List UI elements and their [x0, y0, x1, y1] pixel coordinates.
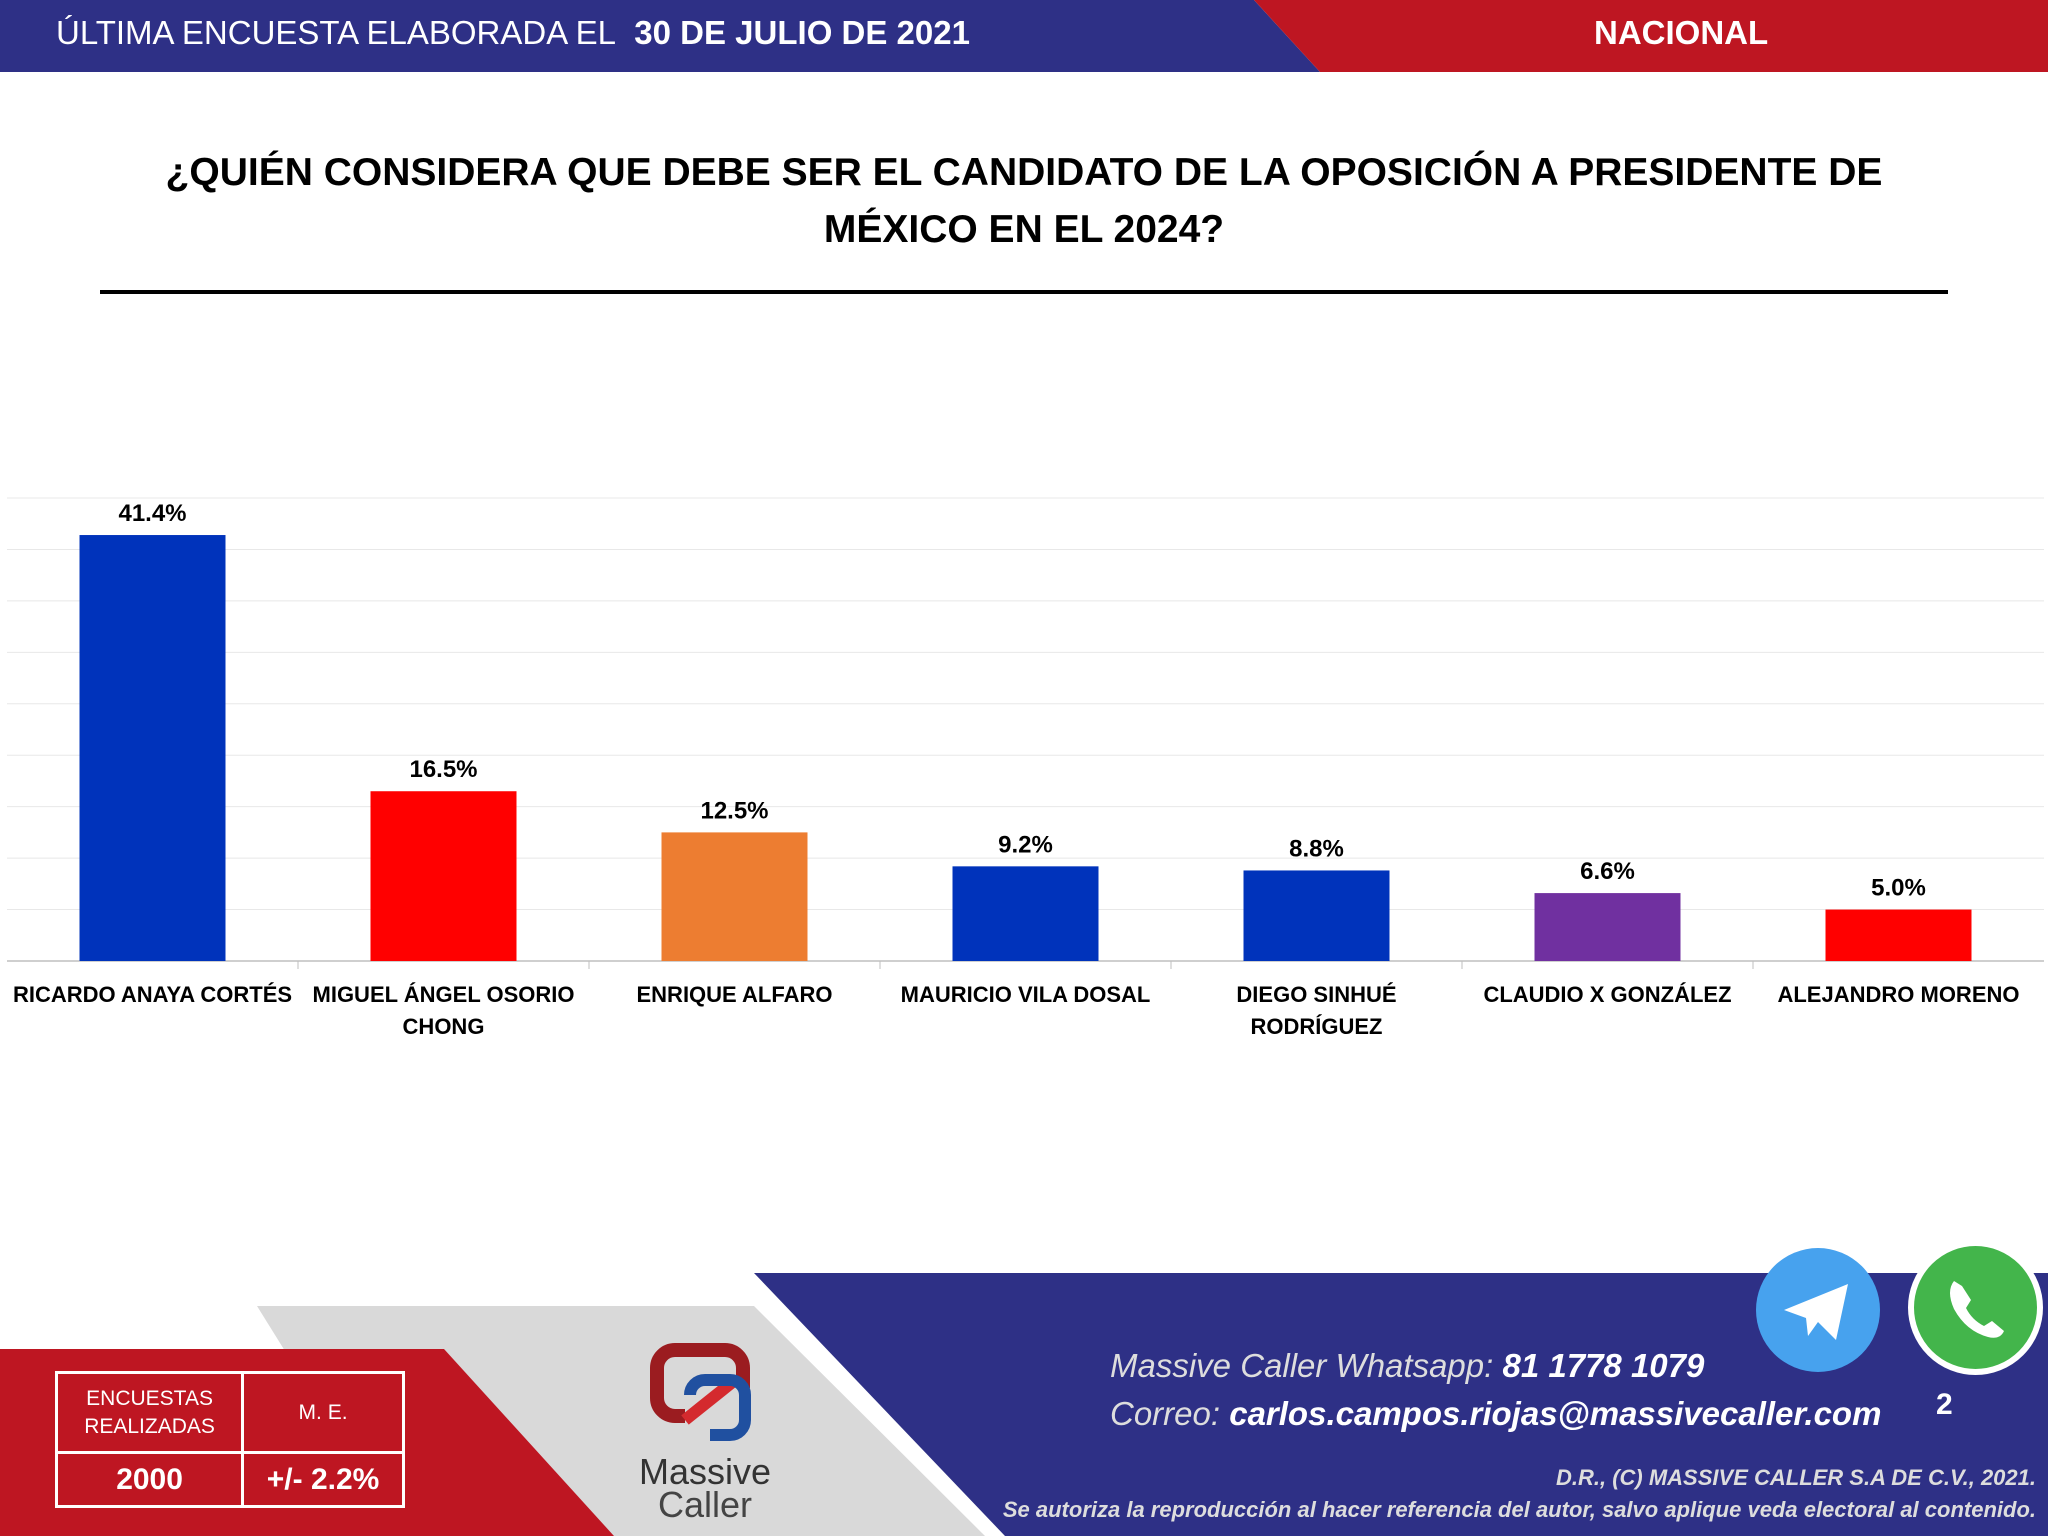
reproduction-notice: Se autoriza la reproducción al hacer ref…: [1002, 1497, 2036, 1522]
bar: [370, 791, 517, 961]
contact-info: Massive Caller Whatsapp: 81 1778 1079 Co…: [1110, 1342, 1881, 1438]
logo-mark-icon: [650, 1343, 751, 1441]
header-bar: [0, 0, 1320, 72]
bar: [661, 832, 808, 961]
header-region-bar: [1254, 0, 2048, 72]
margin-error-header: M. E.: [241, 1371, 405, 1454]
category-label: RICARDO ANAYA CORTÉS: [13, 982, 292, 1007]
data-label: 12.5%: [700, 797, 768, 824]
category-label: MIGUEL ÁNGEL OSORIO: [313, 982, 575, 1007]
category-label: ALEJANDRO MORENO: [1777, 982, 2019, 1007]
whatsapp-icon[interactable]: [1908, 1240, 2043, 1375]
chart-title: ¿QUIÉN CONSIDERA QUE DEBE SER EL CANDIDA…: [100, 144, 1948, 258]
date-value: 30 DE JULIO DE 2021: [634, 14, 970, 51]
whatsapp-label: Massive Caller Whatsapp:: [1110, 1347, 1494, 1384]
bar: [1243, 870, 1390, 961]
surveys-value: 2000: [54, 1451, 245, 1508]
bar: [79, 535, 226, 961]
bar: [952, 866, 1099, 961]
whatsapp-number[interactable]: 81 1778 1079: [1502, 1347, 1705, 1384]
surveys-header: ENCUESTAS REALIZADAS: [54, 1371, 245, 1454]
email-link[interactable]: carlos.campos.riojas@massivecaller.com: [1229, 1395, 1882, 1432]
telegram-icon[interactable]: [1756, 1248, 1880, 1372]
category-label: ENRIQUE ALFARO: [637, 982, 833, 1007]
logo-word-2: Caller: [657, 1484, 753, 1525]
date-prefix: ÚLTIMA ENCUESTA ELABORADA EL: [56, 14, 616, 51]
category-label: CHONG: [403, 1014, 485, 1039]
survey-stats-table: ENCUESTAS REALIZADAS M. E. 2000 +/- 2.2%: [54, 1371, 405, 1508]
surveys-header-line-2: REALIZADAS: [84, 1414, 215, 1438]
data-label: 8.8%: [1289, 835, 1344, 862]
email-label: Correo:: [1110, 1395, 1221, 1432]
category-label: DIEGO SINHUÉ: [1236, 982, 1396, 1007]
data-label: 5.0%: [1871, 875, 1926, 902]
survey-date: ÚLTIMA ENCUESTA ELABORADA EL 30 DE JULIO…: [56, 14, 970, 52]
page-number: 2: [1936, 1388, 1953, 1421]
copyright-line: D.R., (C) MASSIVE CALLER S.A DE C.V., 20…: [1555, 1465, 2036, 1490]
category-label: MAURICIO VILA DOSAL: [901, 982, 1151, 1007]
data-label: 41.4%: [118, 500, 186, 527]
massive-caller-logo: Massive Caller: [620, 1335, 790, 1525]
category-label: CLAUDIO X GONZÁLEZ: [1483, 982, 1731, 1007]
margin-error-value: +/- 2.2%: [241, 1451, 405, 1508]
title-line-1: ¿QUIÉN CONSIDERA QUE DEBE SER EL CANDIDA…: [165, 151, 1883, 194]
bar-chart: 41.4% RICARDO ANAYA CORTÉS 16.5% MIGUEL ÁNG…: [7, 497, 2044, 1039]
data-label: 16.5%: [409, 756, 477, 783]
bar: [1825, 909, 1972, 961]
data-label: 9.2%: [998, 831, 1053, 858]
title-line-2: MÉXICO EN EL 2024?: [823, 208, 1225, 251]
data-label: 6.6%: [1580, 858, 1635, 885]
surveys-header-line-1: ENCUESTAS: [86, 1386, 213, 1410]
logo-word-1: Massive: [638, 1451, 772, 1492]
bar: [1534, 893, 1681, 961]
region-label: NACIONAL: [1594, 14, 1769, 51]
title-divider: [100, 290, 1948, 294]
category-label: RODRÍGUEZ: [1251, 1014, 1383, 1039]
legal-notice: D.R., (C) MASSIVE CALLER S.A DE C.V., 20…: [1003, 1462, 2036, 1526]
